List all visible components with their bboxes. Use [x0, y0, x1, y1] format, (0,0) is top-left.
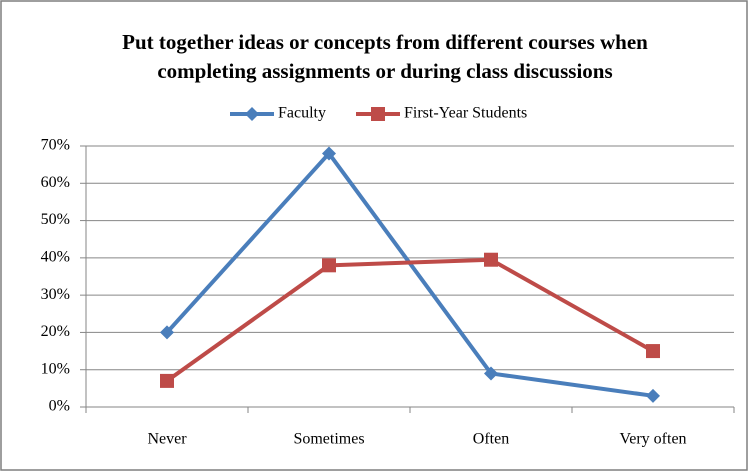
legend-label: First-Year Students — [404, 105, 527, 122]
x-tick-label: Sometimes — [293, 431, 364, 448]
data-point — [322, 258, 336, 273]
y-tick-label: 10% — [41, 360, 70, 377]
data-point — [484, 252, 498, 267]
y-tick-label: 20% — [41, 323, 70, 340]
y-tick-label: 60% — [41, 174, 70, 191]
data-point — [322, 146, 336, 161]
data-point — [484, 366, 498, 381]
legend-label: Faculty — [278, 105, 326, 122]
chart-title: Put together ideas or concepts from diff… — [122, 30, 648, 54]
data-point — [160, 373, 174, 388]
legend-marker — [371, 107, 385, 121]
y-tick-label: 70% — [41, 137, 70, 154]
x-tick-label: Often — [473, 431, 509, 448]
y-tick-label: 0% — [49, 398, 70, 415]
data-point — [646, 344, 660, 359]
chart-title: completing assignments or during class d… — [157, 59, 612, 83]
y-tick-label: 50% — [41, 211, 70, 228]
legend-marker — [245, 107, 259, 121]
data-point — [160, 325, 174, 340]
y-tick-label: 40% — [41, 249, 70, 266]
series-line — [165, 257, 654, 383]
x-tick-label: Never — [147, 431, 187, 448]
x-tick-label: Very often — [619, 431, 686, 448]
y-tick-label: 30% — [41, 286, 70, 303]
data-point — [646, 388, 660, 403]
